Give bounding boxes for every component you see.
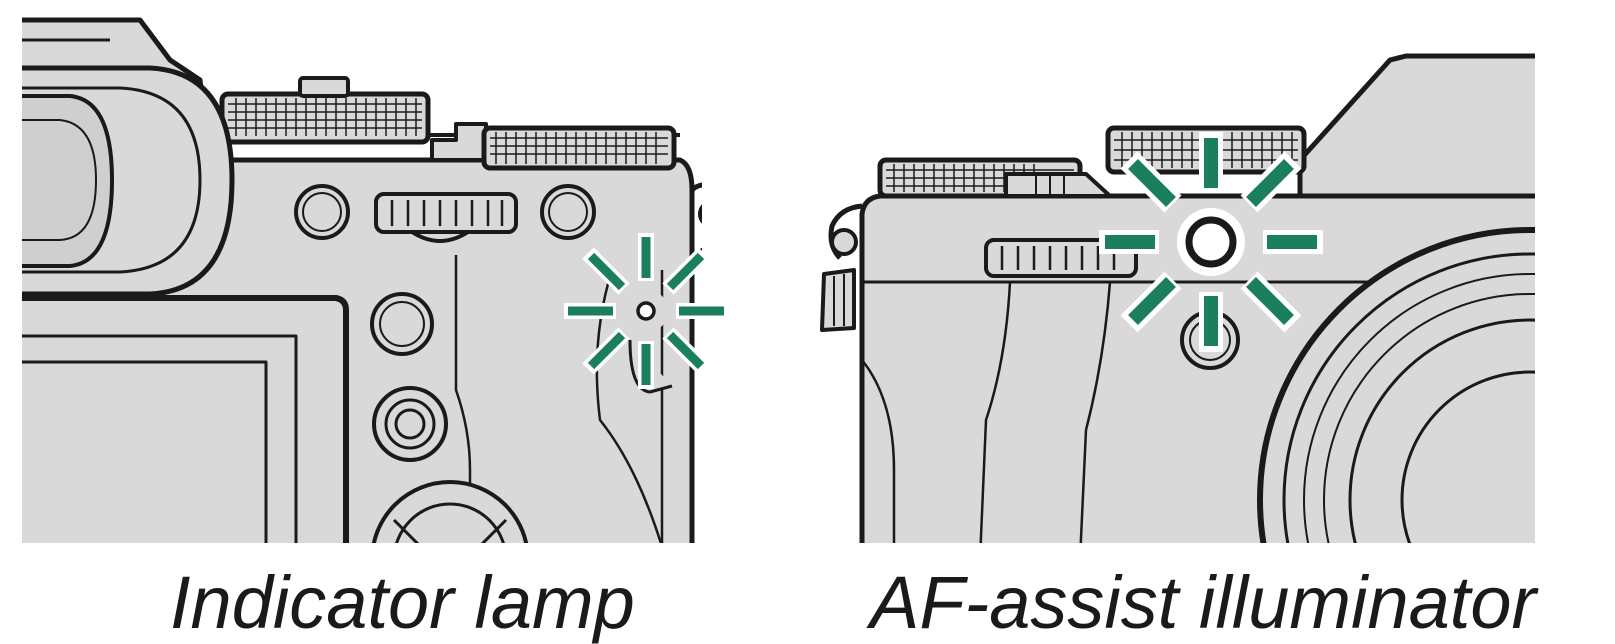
focus-lever-icon: [372, 386, 448, 462]
camera-front-illustration: [820, 53, 1535, 543]
af-assist-illuminator-icon: [1185, 216, 1237, 268]
lens-icon: [1257, 227, 1535, 543]
selector-pad-icon: [371, 480, 529, 543]
camera-rear-illustration: [22, 17, 728, 543]
caption-af-assist-illuminator: AF-assist illuminator: [870, 561, 1537, 644]
front-command-dial-icon: [984, 238, 1138, 278]
figure-indicator-lamp: Indicator lamp: [0, 0, 760, 640]
figure-af-assist-illuminator: [810, 0, 1615, 629]
shutter-speed-dial-icon: [219, 76, 431, 145]
af-assist-illuminator-highlight: [1099, 132, 1323, 352]
indicator-lamp-highlight: [564, 233, 728, 389]
strap-lug-icon: [820, 203, 863, 332]
eyecup-icon: [22, 65, 235, 297]
exposure-compensation-dial-icon: [430, 122, 677, 171]
caption-indicator-lamp: Indicator lamp: [170, 561, 635, 644]
command-dial-icon: [374, 192, 518, 243]
strap-lug-icon: [690, 182, 702, 262]
